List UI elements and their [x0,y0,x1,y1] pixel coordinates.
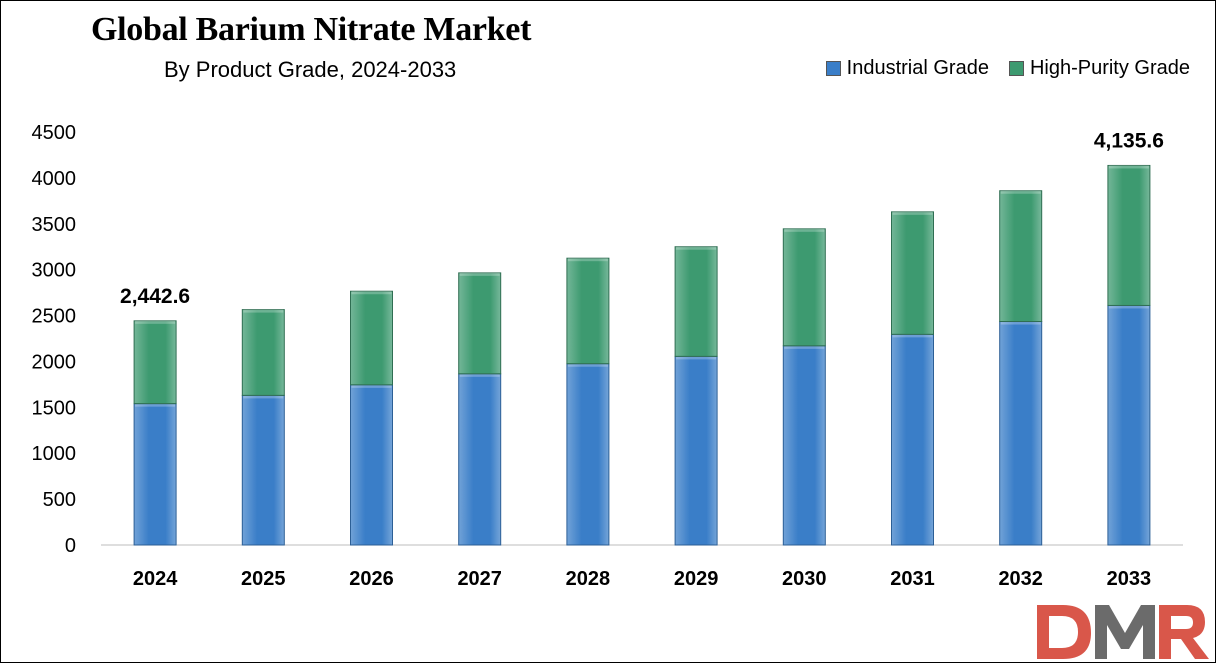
legend-label-industrial-grade: Industrial Grade [846,57,989,79]
bar-cap-high-purity-2033 [1108,165,1149,169]
bar-cap-high-purity-2029 [676,246,717,250]
total-label-2033: 4,135.6 [1094,129,1164,152]
bar-high-purity-2033 [1107,164,1151,306]
y-tick-label: 2500 [32,306,77,328]
chart-subtitle: By Product Grade, 2024-2033 [164,57,457,82]
bar-cap-industrial-2032 [1000,321,1041,325]
bar-cap-industrial-2029 [676,356,717,360]
bar-cap-high-purity-2025 [243,309,284,313]
bar-high-purity-2028 [566,257,610,365]
bar-high-purity-2029 [674,246,718,357]
logo-letter-r [1159,605,1209,659]
legend-swatch-industrial-grade [825,61,841,76]
bar-cap-high-purity-2032 [1000,190,1041,194]
bar-cap-industrial-2024 [135,403,176,407]
bar-high-purity-2026 [350,290,393,386]
bar-industrial-2027 [458,373,502,546]
bar-high-purity-2030 [782,228,826,347]
y-tick-label: 500 [43,489,76,511]
y-tick-label: 4000 [32,168,77,190]
bar-high-purity-2031 [891,211,934,335]
x-tick-label-2029: 2029 [674,568,719,590]
logo-letter-d [1037,605,1091,659]
bar-industrial-2026 [350,384,393,546]
bar-high-purity-2024 [133,320,177,405]
legend-label-high-purity-grade: High-Purity Grade [1029,57,1190,79]
chart-title: Global Barium Nitrate Market [91,11,532,48]
y-tick-label: 0 [65,535,76,557]
legend-item-high-purity-grade: High-Purity Grade [1008,57,1190,80]
bar-cap-high-purity-2030 [784,228,825,232]
x-tick-label-2031: 2031 [890,568,935,590]
bar-industrial-2033 [1107,304,1151,546]
y-tick-label: 2000 [32,351,77,373]
y-tick-label: 3000 [32,260,77,282]
logo-letter-m [1095,605,1155,659]
legend-swatch-high-purity-grade [1008,61,1024,76]
bar-cap-high-purity-2027 [459,272,500,276]
bar-industrial-2032 [999,321,1043,546]
y-tick-label: 3500 [32,214,77,236]
legend-item-industrial-grade: Industrial Grade [825,57,989,80]
total-label-2024: 2,442.6 [120,285,190,308]
bar-cap-industrial-2030 [784,345,825,349]
bar-cap-industrial-2031 [892,334,933,338]
bar-high-purity-2032 [999,190,1043,323]
bar-industrial-2030 [782,345,826,546]
y-tick-label: 1500 [32,397,77,419]
x-tick-label-2033: 2033 [1107,568,1152,590]
x-tick-label-2024: 2024 [133,568,178,590]
bar-industrial-2025 [241,394,285,546]
legend: Industrial Grade High-Purity Grade [806,57,1190,80]
bar-high-purity-2027 [458,272,502,375]
bar-industrial-2031 [891,333,934,546]
bar-cap-high-purity-2028 [567,258,608,262]
x-tick-label-2026: 2026 [349,568,394,590]
bar-cap-industrial-2026 [351,384,392,388]
x-tick-label-2030: 2030 [782,568,827,590]
bar-industrial-2029 [674,355,718,546]
bar-high-purity-2025 [241,309,285,396]
x-tick-label-2028: 2028 [566,568,611,590]
x-tick-label-2032: 2032 [998,568,1043,590]
bar-industrial-2028 [566,363,610,546]
bar-cap-high-purity-2026 [351,291,392,295]
bar-cap-high-purity-2024 [135,320,176,324]
dmr-logo [1037,605,1209,659]
bar-industrial-2024 [133,403,177,546]
bar-cap-industrial-2033 [1108,305,1149,309]
x-tick-label-2027: 2027 [457,568,502,590]
y-tick-label: 1000 [32,443,77,465]
x-tick-label-2025: 2025 [241,568,286,590]
y-tick-label: 4500 [32,122,77,144]
bar-cap-industrial-2028 [567,363,608,367]
bar-cap-industrial-2027 [459,373,500,377]
bar-cap-industrial-2025 [243,395,284,399]
bar-cap-high-purity-2031 [892,211,933,215]
